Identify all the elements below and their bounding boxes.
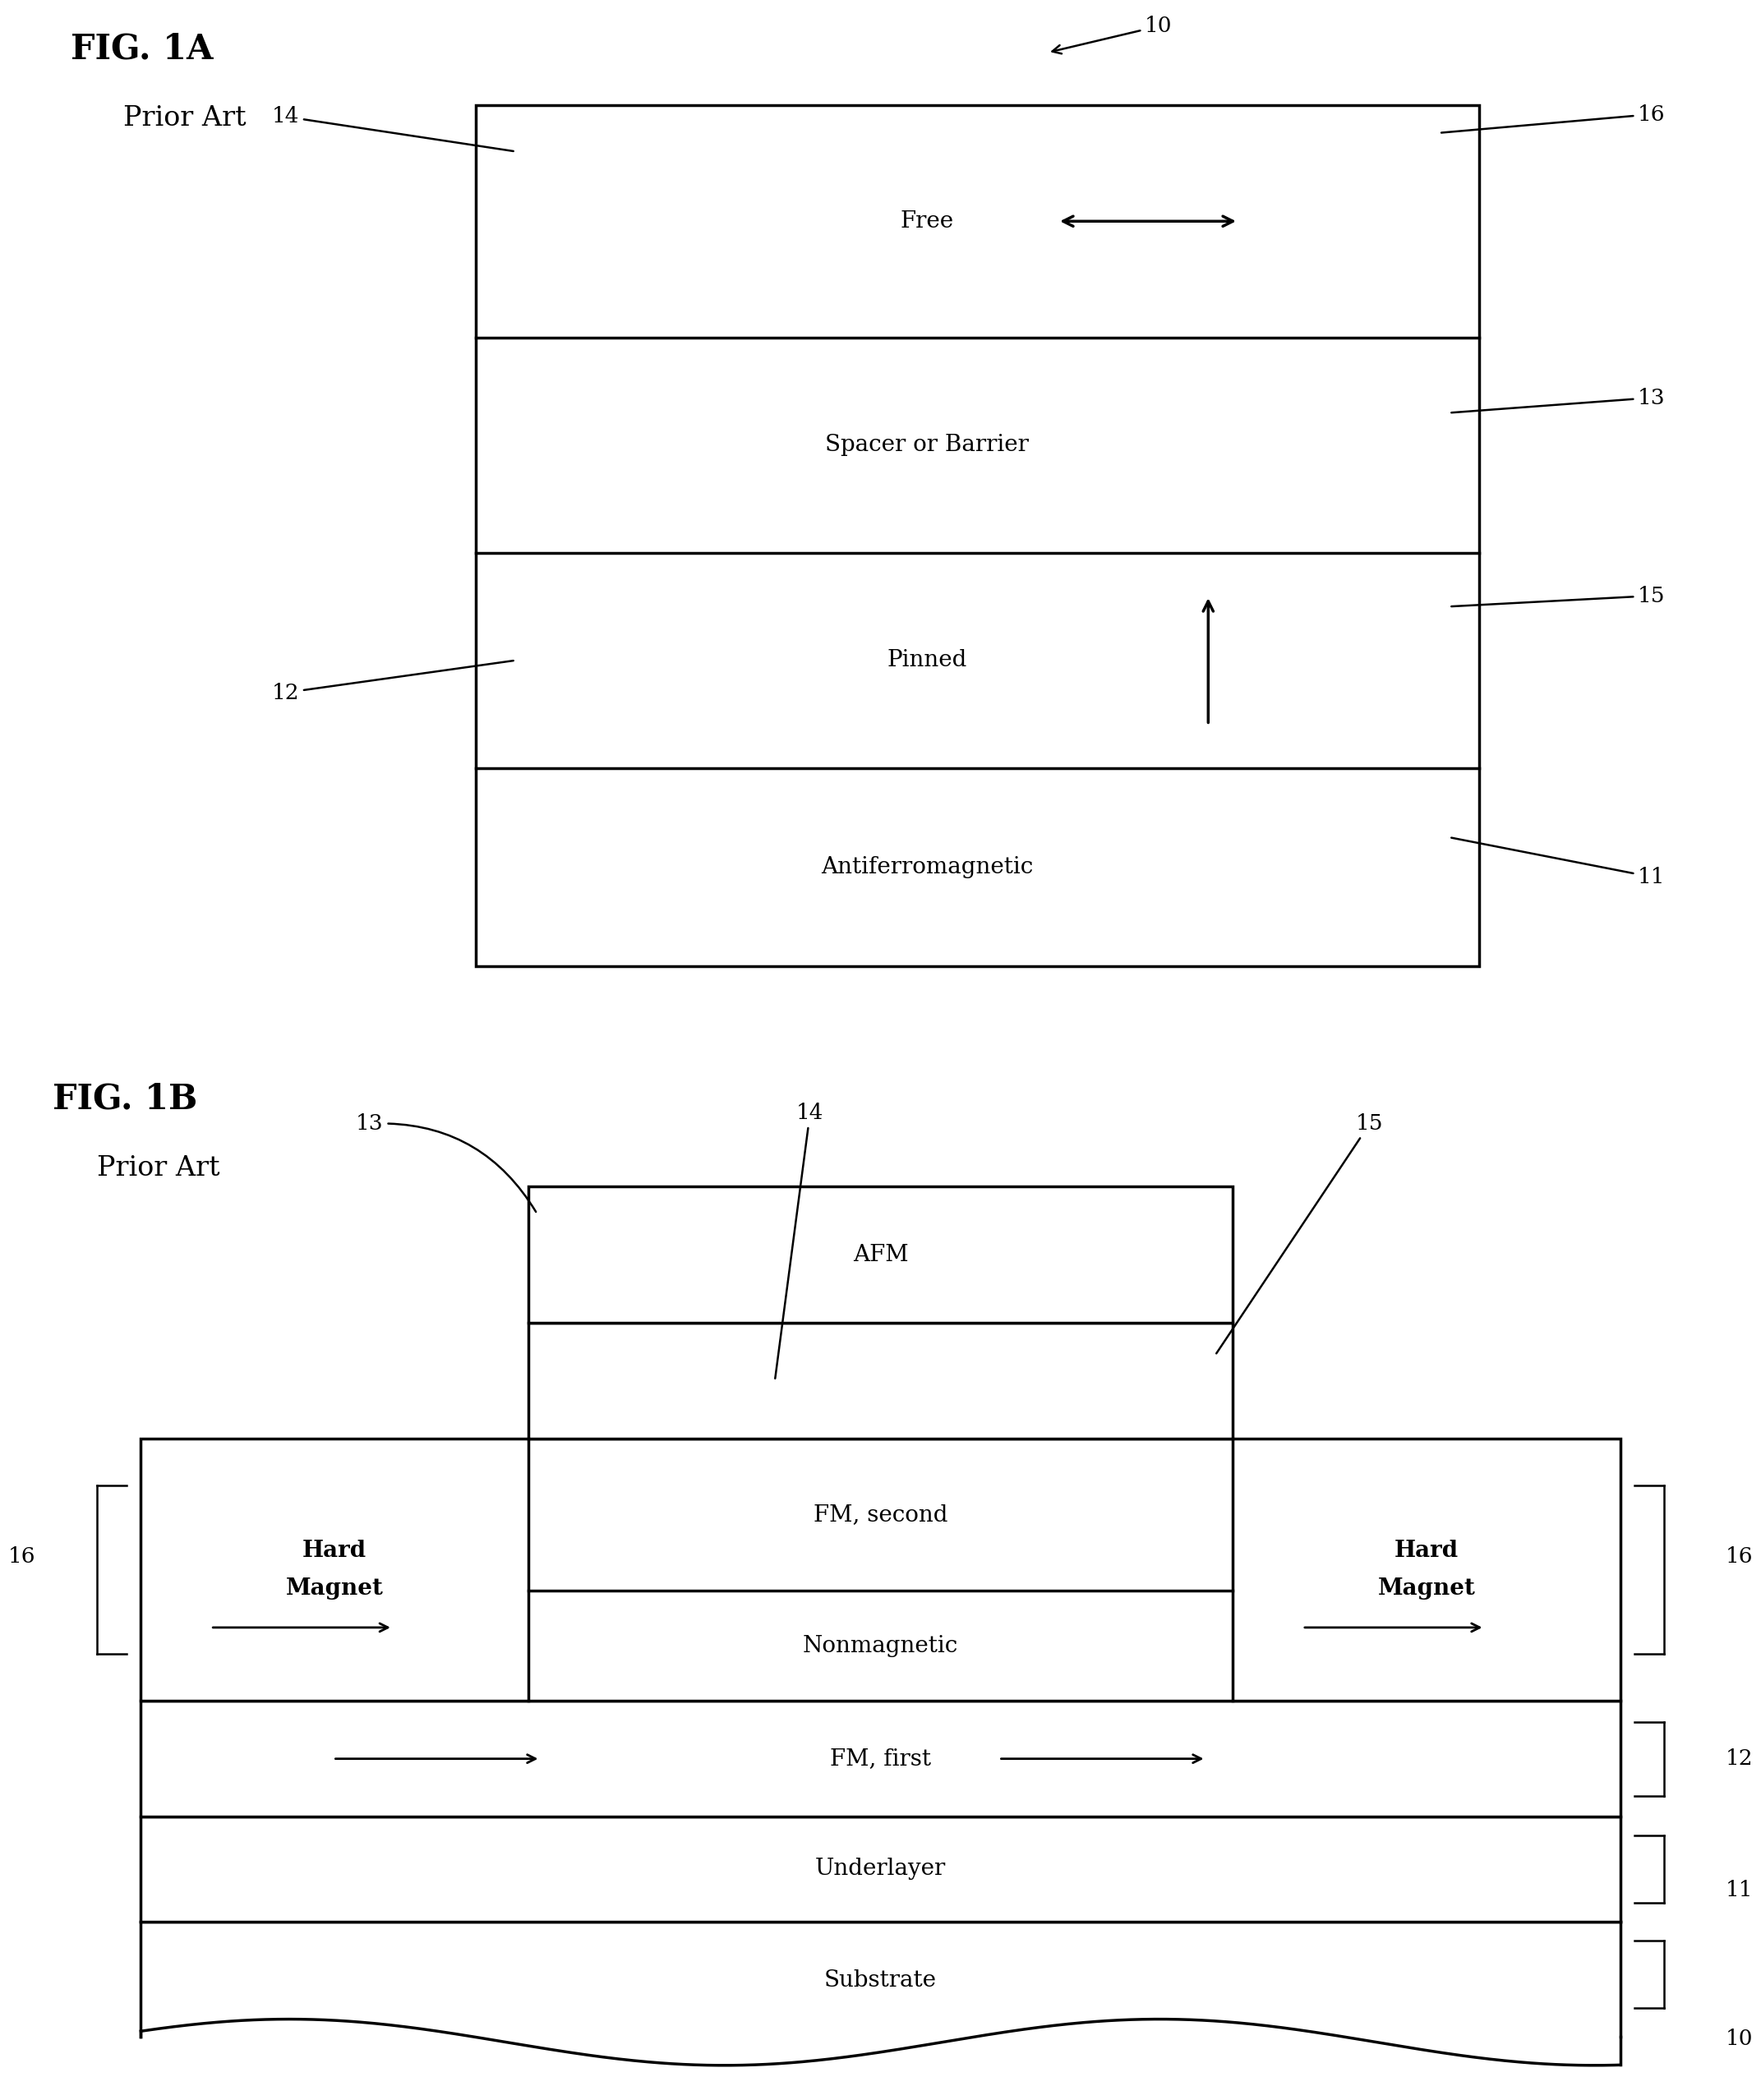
- Text: 13: 13: [1451, 388, 1666, 412]
- Text: Spacer or Barrier: Spacer or Barrier: [826, 435, 1028, 456]
- Text: FM, second: FM, second: [814, 1504, 947, 1527]
- Text: Pinned: Pinned: [888, 649, 967, 672]
- Text: 13: 13: [356, 1113, 535, 1212]
- Text: 14: 14: [775, 1102, 824, 1378]
- Bar: [528, 1323, 1233, 1438]
- Bar: [141, 1438, 1620, 1701]
- Text: 12: 12: [271, 662, 514, 704]
- Text: Antiferromagnetic: Antiferromagnetic: [821, 857, 1034, 878]
- Text: 16: 16: [1726, 1546, 1754, 1567]
- Text: 15: 15: [1451, 586, 1666, 607]
- Text: 16: 16: [7, 1546, 35, 1567]
- Text: 11: 11: [1726, 1879, 1754, 1900]
- Text: FM, first: FM, first: [829, 1747, 932, 1770]
- Bar: [475, 105, 1479, 966]
- Text: Free: Free: [900, 210, 954, 233]
- Text: 12: 12: [1726, 1749, 1754, 1768]
- Bar: [141, 1701, 1620, 1816]
- Text: FIG. 1A: FIG. 1A: [70, 31, 213, 65]
- Text: FIG. 1B: FIG. 1B: [53, 1082, 197, 1115]
- Text: Magnet: Magnet: [285, 1577, 384, 1600]
- Text: Nonmagnetic: Nonmagnetic: [803, 1634, 958, 1657]
- Bar: [141, 1816, 1620, 1922]
- Text: Magnet: Magnet: [1377, 1577, 1476, 1600]
- Text: Prior Art: Prior Art: [97, 1155, 220, 1182]
- Text: AFM: AFM: [852, 1243, 909, 1266]
- Bar: [528, 1186, 1233, 1323]
- Text: Hard: Hard: [1395, 1539, 1458, 1562]
- Text: Prior Art: Prior Art: [123, 105, 247, 132]
- Text: 16: 16: [1440, 105, 1666, 132]
- Text: 15: 15: [1217, 1113, 1384, 1352]
- Text: Substrate: Substrate: [824, 1970, 937, 1991]
- Text: 11: 11: [1451, 838, 1666, 886]
- Text: 10: 10: [1726, 2029, 1754, 2050]
- Text: 14: 14: [271, 107, 514, 151]
- Text: Hard: Hard: [303, 1539, 366, 1562]
- Text: 10: 10: [1053, 17, 1173, 55]
- Text: Underlayer: Underlayer: [815, 1858, 946, 1879]
